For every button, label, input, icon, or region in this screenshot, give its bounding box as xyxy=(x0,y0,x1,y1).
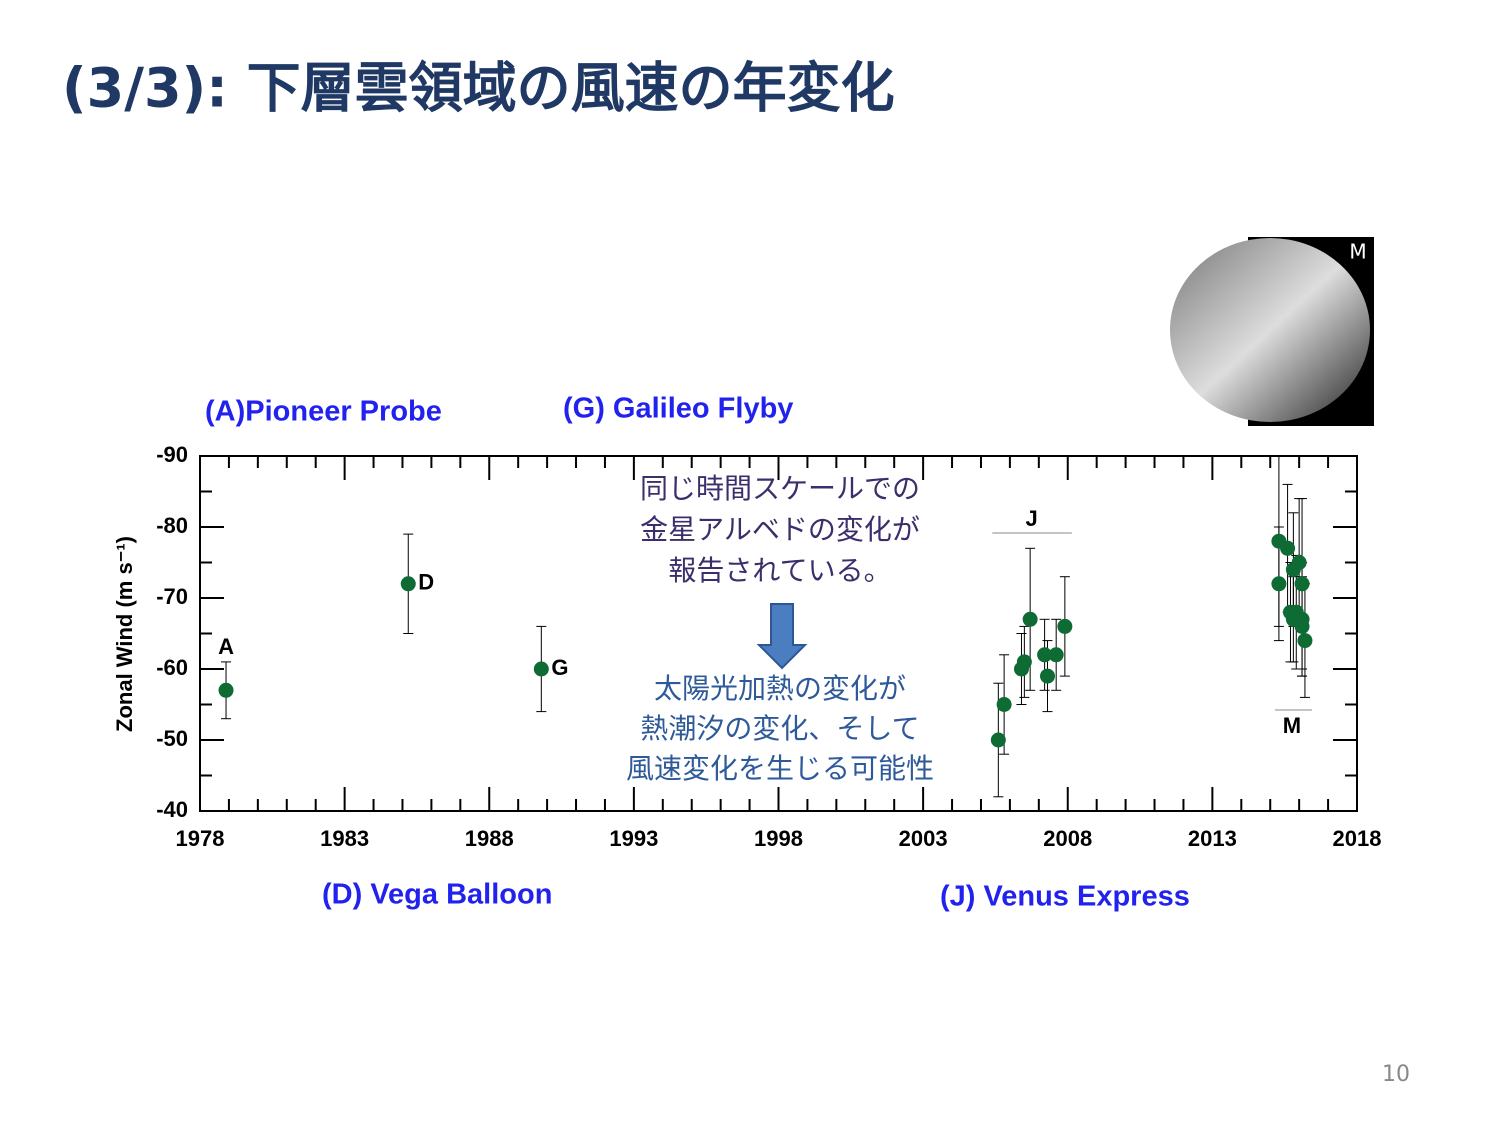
page-number: 10 xyxy=(1382,1062,1410,1087)
data-point xyxy=(1291,555,1307,570)
note: 同じ時間スケールでの xyxy=(640,472,920,505)
y-tick-label: -70 xyxy=(156,584,188,609)
data-point xyxy=(533,661,549,677)
data-point xyxy=(1037,647,1053,663)
x-tick-label: 2013 xyxy=(1188,826,1237,851)
data-point xyxy=(1022,611,1038,627)
data-point xyxy=(218,682,234,698)
group-label: G xyxy=(551,655,568,680)
y-tick-label: -90 xyxy=(156,442,188,467)
mission-label: (D) Vega Balloon xyxy=(322,879,552,911)
data-point xyxy=(1271,576,1287,592)
y-axis-label: Zonal Wind (m s⁻¹) xyxy=(112,536,137,732)
group-label: A xyxy=(218,634,234,659)
arrow xyxy=(756,603,808,670)
y-tick-label: -80 xyxy=(156,513,188,538)
x-tick-label: 2003 xyxy=(899,826,948,851)
note: 金星アルベドの変化が xyxy=(640,513,920,546)
x-tick-label: 1988 xyxy=(465,826,514,851)
note: 熱潮汐の変化、そして xyxy=(640,712,919,745)
mission-label: (J) Venus Express xyxy=(940,881,1190,913)
note: 報告されている。 xyxy=(668,554,891,587)
group-label: D xyxy=(418,570,434,595)
data-point xyxy=(1297,633,1313,649)
data-point xyxy=(996,697,1012,712)
data-point xyxy=(400,576,416,592)
x-tick-label: 1993 xyxy=(609,826,658,851)
data-point xyxy=(1040,668,1056,684)
data-point xyxy=(1057,618,1073,634)
data-point xyxy=(990,732,1006,748)
mission-label: (A)Pioneer Probe xyxy=(205,396,442,428)
group-label: J xyxy=(1025,506,1037,531)
image-label: M xyxy=(1349,240,1366,264)
slide-title: (3/3): 下層雲領域の風速の年変化 xyxy=(62,57,895,120)
data-point xyxy=(1016,654,1032,670)
x-tick-label: 2008 xyxy=(1043,826,1092,851)
note: 風速変化を生じる可能性 xyxy=(626,752,934,785)
x-tick-label: 1983 xyxy=(320,826,369,851)
data-point xyxy=(1280,540,1296,556)
y-tick-label: -50 xyxy=(156,726,188,751)
y-tick-label: -40 xyxy=(156,797,188,822)
y-tick-label: -60 xyxy=(156,655,188,680)
data-point xyxy=(1048,647,1064,663)
mission-label: (G) Galileo Flyby xyxy=(563,393,793,425)
data-point xyxy=(1294,618,1310,634)
plot: 1978 1983 1988 1993 1998 2003 2008 2013 2018 -90 -… xyxy=(156,442,1381,851)
x-tick-label: 1978 xyxy=(176,826,225,851)
note: 太陽光加熱の変化が xyxy=(654,672,906,705)
group-label: M xyxy=(1283,713,1301,738)
venus-disk xyxy=(1170,238,1370,422)
x-tick-label: 2018 xyxy=(1333,826,1382,851)
x-tick-label: 1998 xyxy=(754,826,803,851)
data-point xyxy=(1294,576,1310,592)
